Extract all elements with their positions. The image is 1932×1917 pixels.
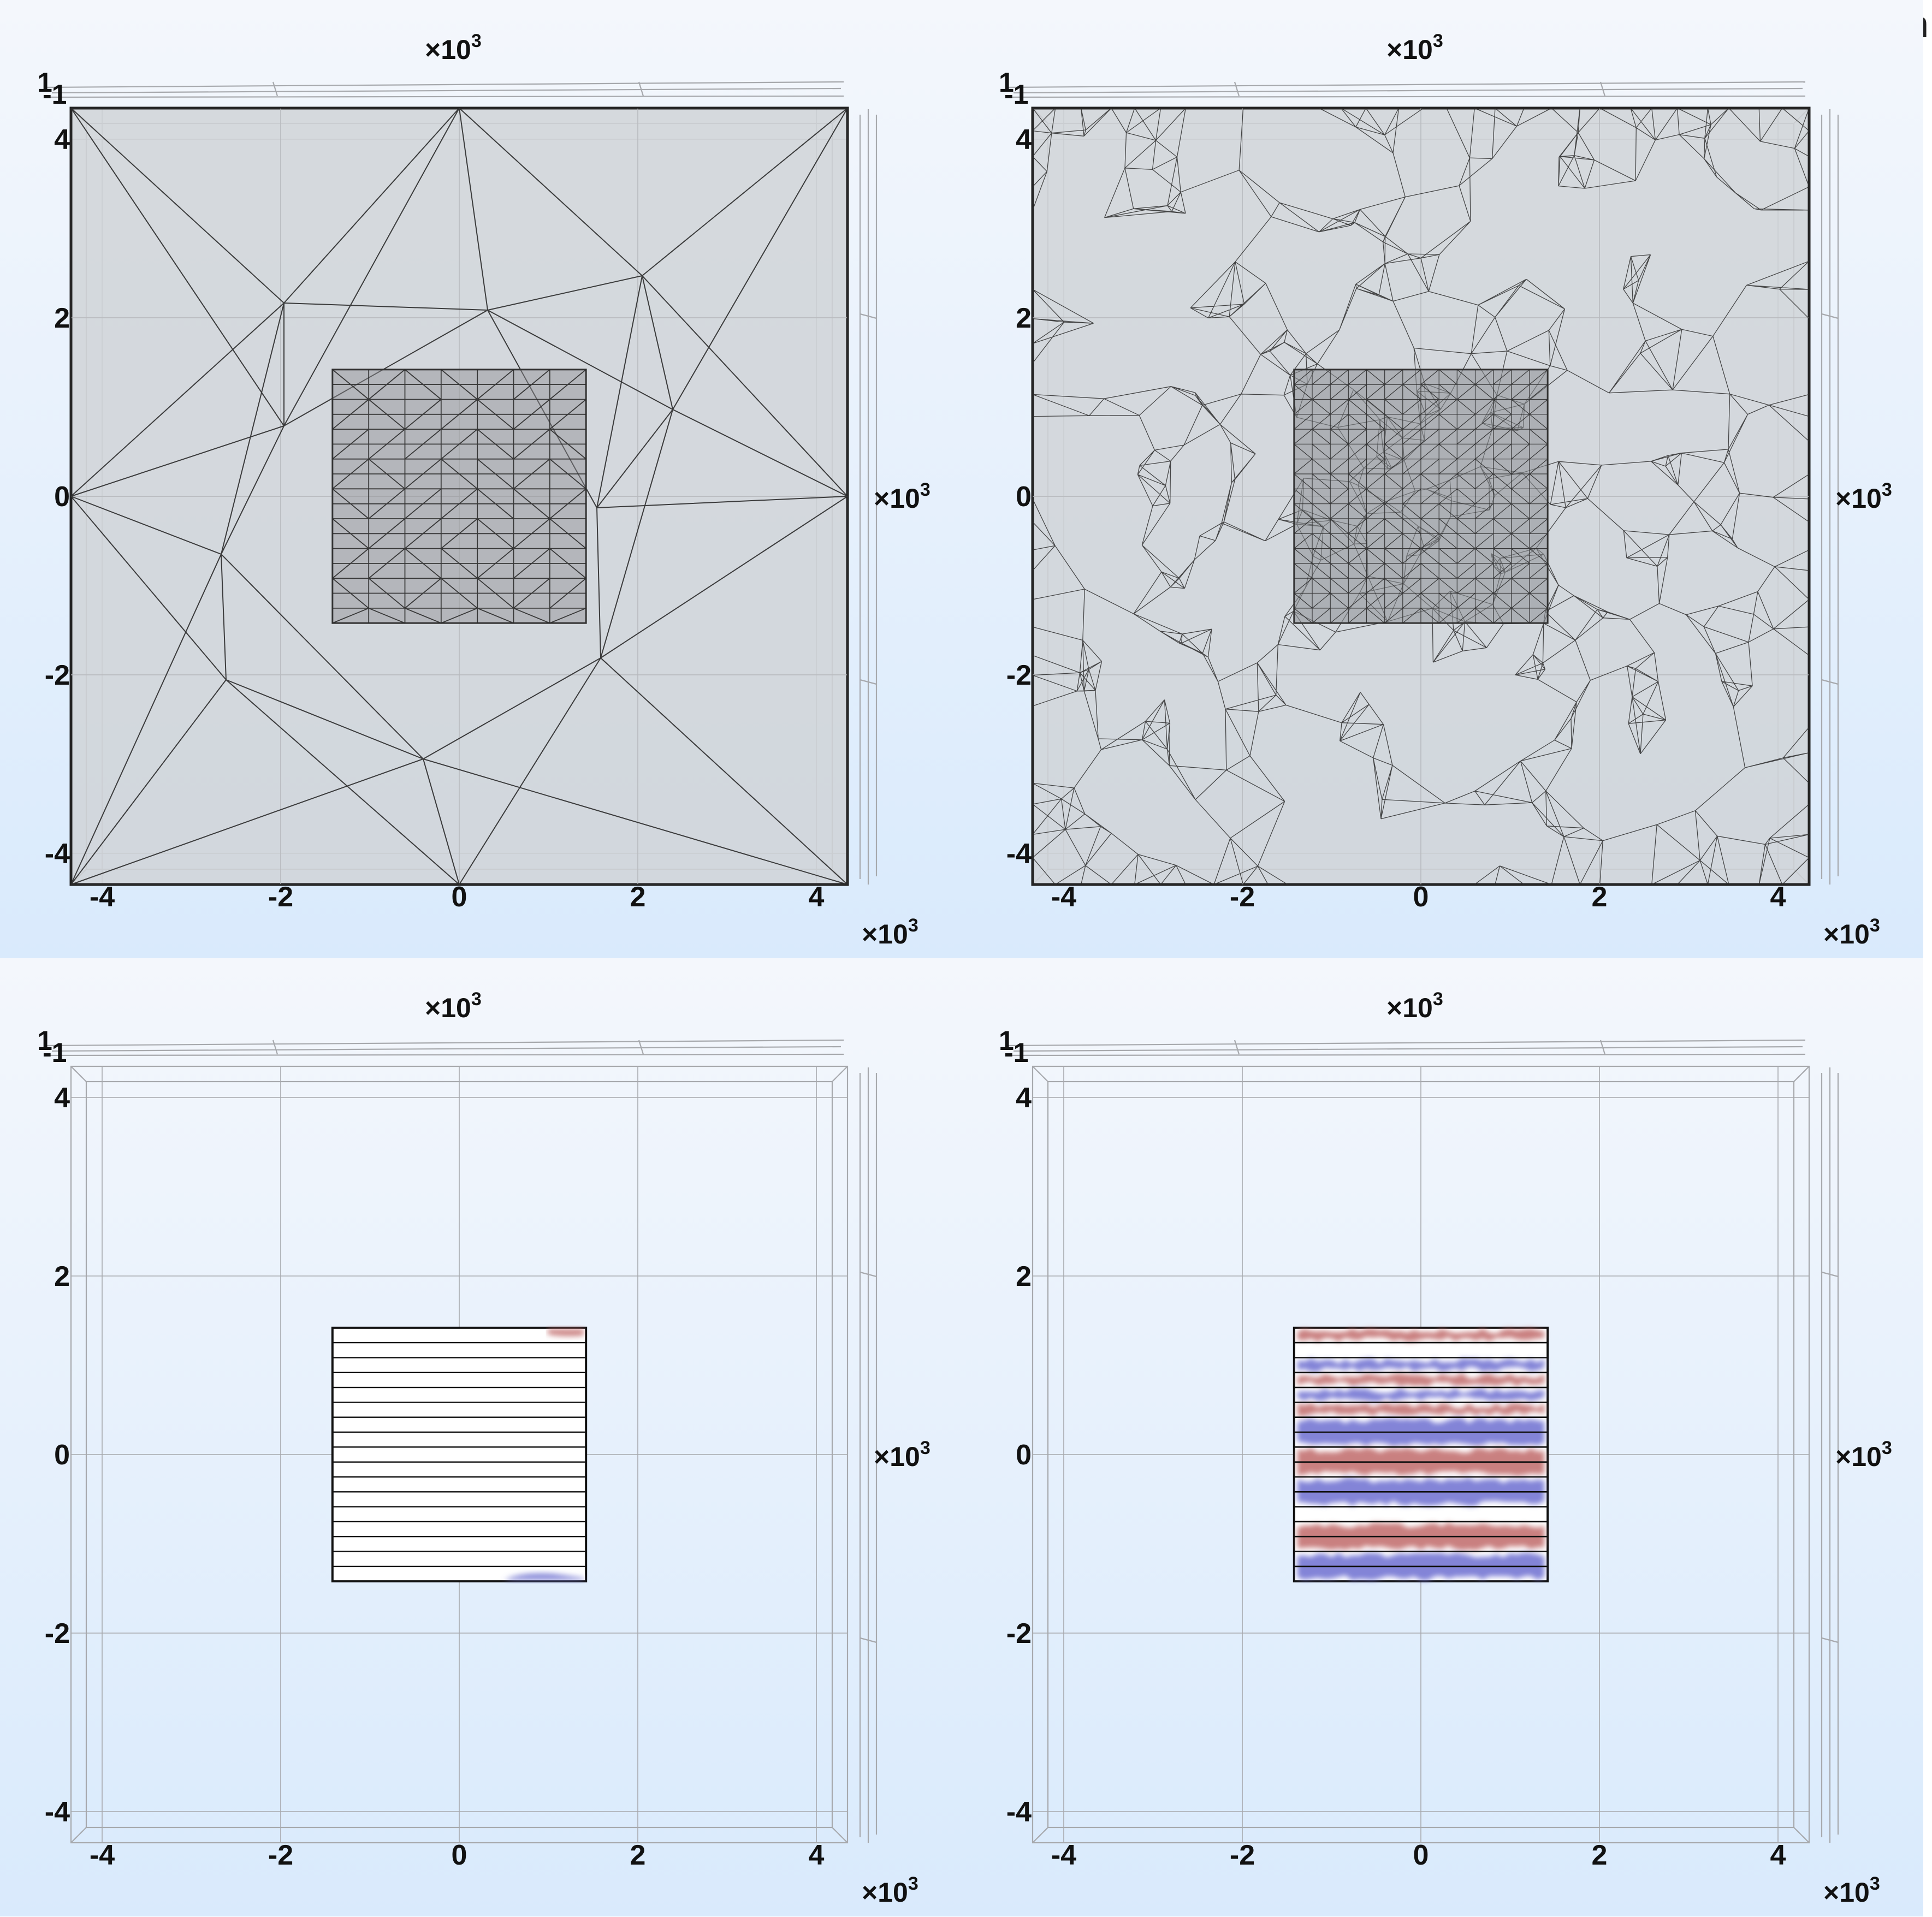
- y-tick-label: -4: [45, 1796, 70, 1828]
- right-axis-multiplier: ×103: [1835, 1438, 1892, 1472]
- x-tick-label: 0: [452, 881, 467, 913]
- layer-lines: [1294, 1342, 1548, 1568]
- corner-label-bottom: -1: [1004, 79, 1028, 110]
- right-axis-multiplier: ×103: [1835, 479, 1892, 514]
- positive-charge-spot: [548, 1328, 584, 1337]
- x-tick-label: -4: [90, 1839, 115, 1871]
- inner-block-mesh: [1294, 369, 1548, 624]
- negative-charge-spot: [504, 1573, 584, 1581]
- x-tick-label: 4: [809, 1839, 825, 1871]
- negative-charge-band: [1297, 1388, 1545, 1402]
- x-tick-label: -4: [1051, 881, 1076, 913]
- positive-charge-band: [1297, 1403, 1545, 1416]
- corner-label-top: 1: [999, 1025, 1014, 1056]
- x-tick-label: -4: [90, 881, 115, 913]
- y-tick-label: -4: [45, 838, 70, 870]
- top-axis-multiplier: ×103: [425, 31, 482, 65]
- y-tick-label: 4: [54, 124, 70, 156]
- y-tick-label: 2: [1016, 1261, 1032, 1292]
- x-tick-label: 0: [1413, 881, 1429, 913]
- x-tick-label: -2: [268, 1839, 293, 1871]
- y-tick-label: 0: [1016, 481, 1032, 513]
- inner-block-outline: [331, 1326, 588, 1583]
- x-tick-label: 0: [1413, 1839, 1429, 1871]
- y-tick-label: 2: [1016, 302, 1032, 334]
- x-tick-label: 2: [630, 881, 646, 913]
- x-tick-label: 2: [1592, 1839, 1608, 1871]
- inner-block-mesh: [332, 369, 586, 624]
- y-tick-label: -4: [1006, 1796, 1032, 1828]
- inner-block: [331, 369, 587, 624]
- y-tick-label: -4: [1006, 838, 1032, 870]
- y-tick-label: 0: [54, 1439, 70, 1471]
- x-tick-label: -4: [1051, 1839, 1076, 1871]
- y-tick-label: 2: [54, 1261, 70, 1292]
- y-tick-label: 4: [1016, 124, 1032, 156]
- layer-lines: [332, 1342, 586, 1568]
- inner-block-mesh-path: [1294, 369, 1548, 624]
- x-tick-label: -2: [1230, 1839, 1255, 1871]
- right-axis-multiplier: ×103: [874, 1438, 931, 1472]
- bottom-axis-multiplier: ×103: [1823, 915, 1880, 949]
- y-tick-label: 4: [1016, 1082, 1032, 1114]
- top-axis-multiplier: ×103: [1386, 989, 1443, 1023]
- x-tick-label: 4: [1770, 1839, 1786, 1871]
- layer-lines-path: [332, 1342, 586, 1568]
- inner-block-mesh-path: [332, 369, 586, 624]
- positive-charge-band: [1297, 1328, 1545, 1342]
- y-tick-label: -2: [1006, 660, 1032, 691]
- x-tick-label: 0: [452, 1839, 467, 1871]
- y-tick-label: 2: [54, 302, 70, 334]
- x-tick-label: 2: [630, 1839, 646, 1871]
- x-tick-label: -2: [1230, 881, 1255, 913]
- top-axis-multiplier: ×103: [1386, 31, 1443, 65]
- mesh-edges: [70, 108, 848, 885]
- positive-charge-band: [1297, 1373, 1545, 1387]
- top-axis-multiplier: ×103: [425, 989, 482, 1023]
- negative-charge-band: [1297, 1358, 1545, 1372]
- y-tick-label: -2: [1006, 1618, 1032, 1649]
- y-tick-label: -2: [45, 660, 70, 691]
- mesh-edge-path: [70, 108, 848, 885]
- x-tick-label: 4: [1770, 881, 1786, 913]
- inner-block: [1293, 1326, 1549, 1583]
- mesh-grid-overlay: [71, 108, 848, 885]
- corner-label-bottom: -1: [1004, 1037, 1028, 1068]
- right-axis-multiplier: ×103: [874, 479, 931, 514]
- x-tick-label: 2: [1592, 881, 1608, 913]
- corner-label-top: 1: [37, 1025, 52, 1056]
- y-tick-label: 4: [54, 1082, 70, 1114]
- y-tick-label: -2: [45, 1618, 70, 1649]
- y-tick-label: 0: [1016, 1439, 1032, 1471]
- inner-block: [331, 1326, 588, 1583]
- bottom-axis-multiplier: ×103: [862, 1873, 918, 1908]
- bottom-axis-multiplier: ×103: [1823, 1873, 1880, 1908]
- x-tick-label: -2: [268, 881, 293, 913]
- layer-lines-path: [1294, 1342, 1548, 1568]
- corner-label-top: 1: [999, 67, 1014, 98]
- y-tick-label: 0: [54, 481, 70, 513]
- corner-label-top: 1: [37, 67, 52, 98]
- corner-label-bottom: -1: [43, 1037, 67, 1068]
- bottom-axis-multiplier: ×103: [862, 915, 918, 949]
- x-tick-label: 4: [809, 881, 825, 913]
- corner-label-bottom: -1: [43, 79, 67, 110]
